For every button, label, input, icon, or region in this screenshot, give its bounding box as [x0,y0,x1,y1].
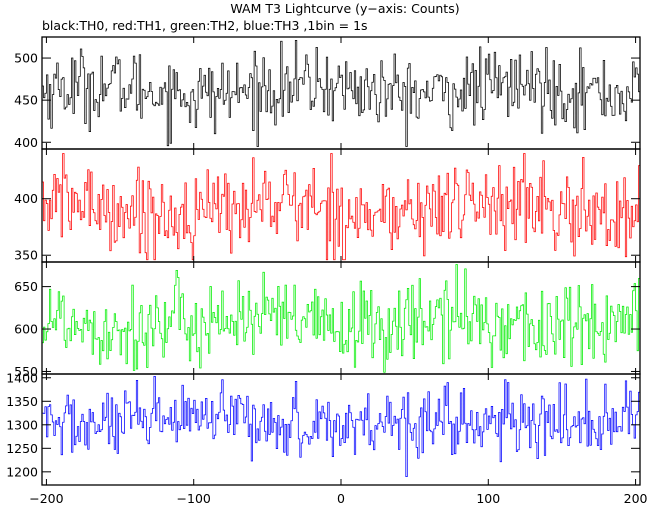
panel-th3: 1200 1250 1300 1350 1400 [6,370,641,486]
x-tick-label: −200 [29,491,63,505]
x-tick-label: 0 [337,491,345,505]
y-tick-label: 600 [14,322,38,337]
y-tick-label: 400 [14,135,38,150]
y-tick-label: 1250 [6,441,38,456]
panel-th2: 550 600 650 [14,261,641,379]
plot-area: 400 450 500 350 400 550 600 650 1200 1250 1300 1350… [6,36,641,486]
series-line-th2 [42,264,640,373]
x-axis: −200 −100 0 100 200 [29,491,647,505]
x-tick-label: 100 [476,491,500,505]
y-tick-label: 400 [14,191,38,206]
x-tick-label: −100 [177,491,211,505]
y-tick-label: 350 [14,248,38,263]
y-tick-label: 450 [14,93,38,108]
y-tick-label: 550 [14,364,38,379]
y-tick-label: 500 [14,51,38,66]
x-tick-label: 200 [624,491,648,505]
panel-th0: 400 450 500 [14,36,641,150]
series-line-th3 [42,376,640,477]
y-tick-label: 1200 [6,464,38,479]
chart-subtitle: black:TH0, red:TH1, green:TH2, blue:TH3 … [42,18,368,33]
y-tick-label: 1300 [6,417,38,432]
panel-th1: 350 400 [14,148,641,263]
series-line-th0 [42,40,640,147]
y-tick-label: 1400 [6,370,38,385]
series-line-th1 [42,153,640,261]
y-tick-label: 1350 [6,394,38,409]
chart-title: WAM T3 Lightcurve (y−axis: Counts) [230,1,459,16]
y-tick-label: 650 [14,279,38,294]
